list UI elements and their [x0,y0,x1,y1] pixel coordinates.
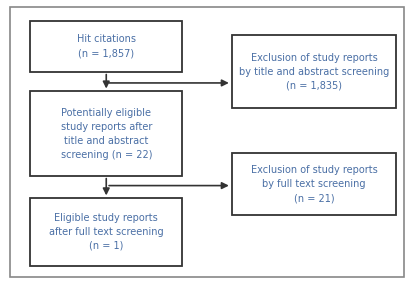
Text: Exclusion of study reports
by full text screening
(n = 21): Exclusion of study reports by full text … [250,165,376,203]
Bar [30,198,182,266]
Text: Potentially eligible
study reports after
title and abstract
screening (n = 22): Potentially eligible study reports after… [60,108,152,160]
Text: Hit citations
(n = 1,857): Hit citations (n = 1,857) [76,34,135,59]
Text: Exclusion of study reports
by title and abstract screening
(n = 1,835): Exclusion of study reports by title and … [238,53,388,91]
Text: Eligible study reports
after full text screening
(n = 1): Eligible study reports after full text s… [49,213,163,251]
Bar [30,21,182,72]
Bar [231,35,395,108]
Bar [30,91,182,176]
Bar [231,153,395,215]
